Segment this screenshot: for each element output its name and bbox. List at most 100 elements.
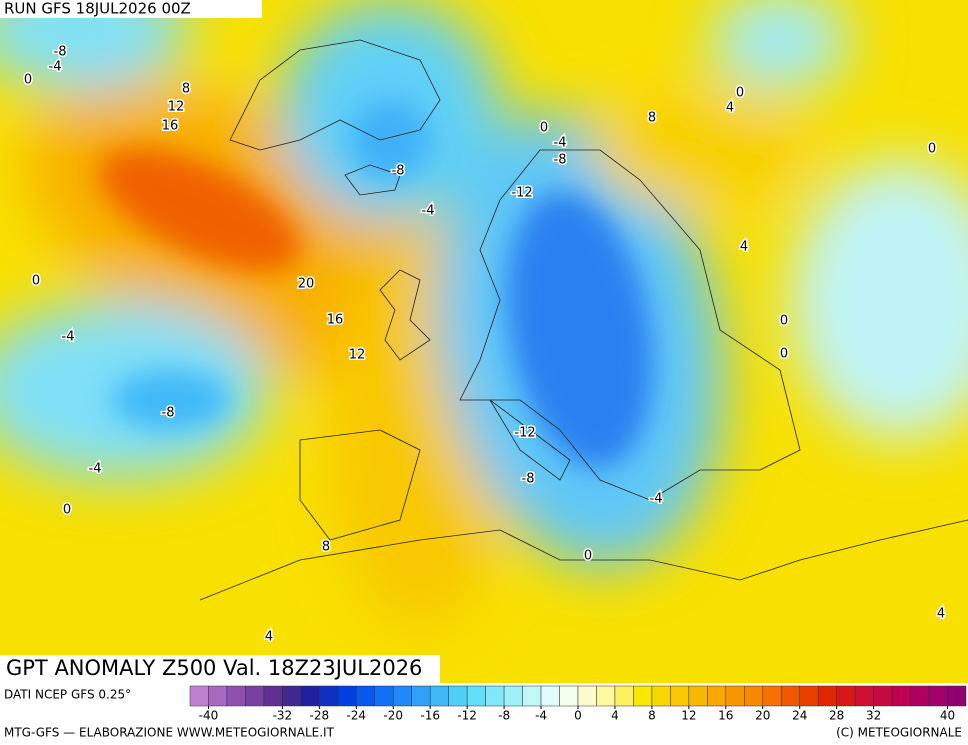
- colorbar-tick-label: 8: [648, 709, 656, 723]
- colorbar-swatch: [910, 685, 930, 707]
- colorbar-tick-label: -20: [383, 709, 403, 723]
- colorbar-swatch: [780, 685, 800, 707]
- colorbar-swatch: [263, 685, 283, 707]
- colorbar-swatch: [577, 685, 597, 707]
- footer-left: MTG-GFS — ELABORAZIONE WWW.METEOGIORNALE…: [4, 726, 335, 740]
- colorbar-swatch: [282, 685, 302, 707]
- colorbar-swatch: [744, 685, 764, 707]
- contour-label: 0: [780, 347, 788, 362]
- contour-label: -8: [554, 153, 567, 168]
- colorbar-tick-label: 16: [718, 709, 733, 723]
- contour-label: 12: [168, 100, 185, 115]
- contour-label: -12: [511, 186, 532, 201]
- footer-right: (C) METEOGIORNALE: [836, 726, 962, 740]
- colorbar-swatch: [707, 685, 727, 707]
- contour-label: -8: [392, 164, 405, 179]
- contour-label: 20: [298, 277, 315, 292]
- contour-label: -8: [54, 45, 67, 60]
- colorbar-tick-label: 4: [611, 709, 619, 723]
- colorbar-tick-label: 32: [866, 709, 881, 723]
- contour-label: 4: [265, 630, 273, 645]
- header-box: [0, 0, 262, 18]
- contour-label: -8: [522, 472, 535, 487]
- colorbar-tick-label: -4: [535, 709, 547, 723]
- colorbar-source: DATI NCEP GFS 0.25°: [4, 688, 131, 702]
- colorbar-tick-label: 20: [755, 709, 770, 723]
- colorbar-swatch: [356, 685, 376, 707]
- colorbar-swatch: [319, 685, 339, 707]
- contour-label: -4: [89, 462, 102, 477]
- colorbar-swatch: [633, 685, 653, 707]
- colorbar-swatch: [448, 685, 468, 707]
- colorbar-tick-label: -32: [273, 709, 293, 723]
- contour-label: -4: [650, 492, 663, 507]
- colorbar-swatch: [928, 685, 948, 707]
- contour-label: 0: [24, 73, 32, 88]
- anomaly-field: [0, 0, 968, 630]
- contour-label: -12: [514, 426, 535, 441]
- colorbar-swatch: [762, 685, 782, 707]
- colorbar-tick-label: 40: [940, 709, 955, 723]
- colorbar-swatch: [208, 685, 228, 707]
- contour-label: 8: [182, 82, 190, 97]
- colorbar-swatch: [725, 685, 745, 707]
- colorbar-swatch: [614, 685, 634, 707]
- contour-label: 16: [162, 119, 179, 134]
- colorbar-swatch: [300, 685, 320, 707]
- colorbar-swatch: [522, 685, 542, 707]
- colorbar-swatch: [799, 685, 819, 707]
- contour-label: 12: [349, 348, 366, 363]
- colorbar-tick-label: -12: [457, 709, 477, 723]
- colorbar-swatch: [226, 685, 246, 707]
- colorbar-swatch: [891, 685, 911, 707]
- colorbar-tick-label: -40: [199, 709, 219, 723]
- colorbar-swatch: [559, 685, 579, 707]
- colorbar-swatch: [466, 685, 486, 707]
- contour-label: 4: [740, 240, 748, 255]
- colorbar-swatch: [337, 685, 357, 707]
- contour-label: 0: [736, 86, 744, 101]
- colorbar-swatch: [189, 685, 209, 707]
- colorbar-swatch: [947, 685, 967, 707]
- colorbar-tick-label: 0: [574, 709, 582, 723]
- contour-label: -4: [49, 60, 62, 75]
- colorbar-swatch: [670, 685, 690, 707]
- contour-label: 0: [63, 503, 71, 518]
- colorbar-swatch: [392, 685, 412, 707]
- colorbar-swatch: [596, 685, 616, 707]
- colorbar-swatch: [411, 685, 431, 707]
- contour-label: -4: [554, 136, 567, 151]
- contour-label: 16: [327, 313, 344, 328]
- colorbar-tick-label: -24: [346, 709, 366, 723]
- contour-label: 0: [928, 142, 936, 157]
- contour-label: 0: [780, 314, 788, 329]
- colorbar-swatch: [836, 685, 856, 707]
- contour-label: -8: [162, 406, 175, 421]
- colorbar-swatch: [873, 685, 893, 707]
- colorbar-swatch: [540, 685, 560, 707]
- colorbar-swatch: [688, 685, 708, 707]
- colorbar-swatch: [651, 685, 671, 707]
- colorbar-tick-label: 28: [829, 709, 844, 723]
- contour-label: 8: [322, 540, 330, 555]
- colorbar-swatch: [245, 685, 265, 707]
- contour-label: 0: [584, 549, 592, 564]
- contour-label: -4: [422, 204, 435, 219]
- colorbar-tick-label: -28: [310, 709, 330, 723]
- contour-label: 4: [726, 101, 734, 116]
- contour-label: 0: [540, 121, 548, 136]
- contour-label: 8: [648, 111, 656, 126]
- colorbar-swatch: [374, 685, 394, 707]
- contour-label: 4: [937, 607, 945, 622]
- colorbar-swatch: [485, 685, 505, 707]
- colorbar-tick-label: 12: [681, 709, 696, 723]
- colorbar-tick-label: -16: [420, 709, 440, 723]
- colorbar-swatch: [429, 685, 449, 707]
- colorbar-swatch: [854, 685, 874, 707]
- contour-label: -4: [62, 330, 75, 345]
- anomaly-core: [98, 100, 654, 469]
- run-label: RUN GFS 18JUL2026 00Z: [4, 0, 191, 18]
- colorbar-swatch: [817, 685, 837, 707]
